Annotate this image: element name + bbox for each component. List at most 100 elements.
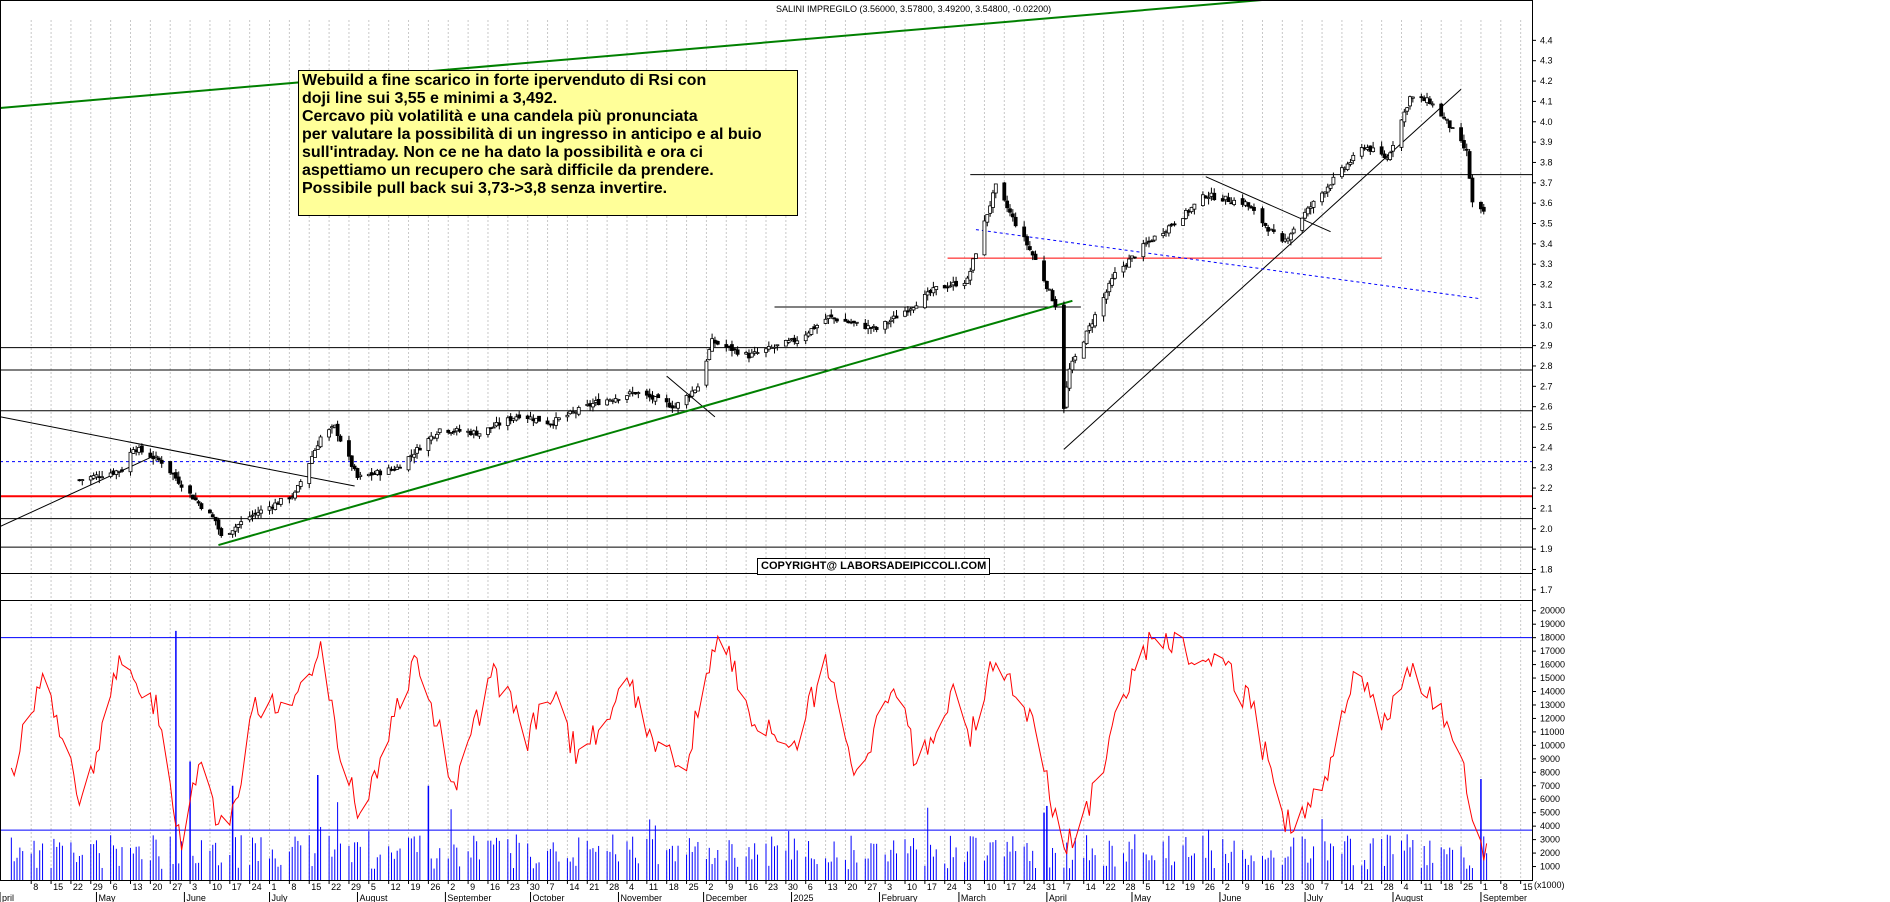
- candle-body: [1252, 206, 1256, 211]
- oscillator-line: [0, 631, 1532, 861]
- candle-body: [437, 428, 442, 433]
- candle-body: [1053, 298, 1058, 308]
- x-tick-label: 13: [133, 882, 143, 892]
- candle-body: [1345, 163, 1350, 170]
- candle-body: [120, 469, 124, 472]
- candle-body: [335, 423, 340, 437]
- candle-body: [653, 396, 658, 402]
- candle-body: [295, 485, 300, 493]
- candle-body: [636, 392, 641, 395]
- candle-body: [108, 472, 113, 478]
- price-y-label: 1.7: [1540, 585, 1553, 595]
- candle-body: [1419, 96, 1424, 99]
- x-tick-label: 22: [73, 882, 83, 892]
- candle-body: [1064, 386, 1069, 408]
- candle-body: [914, 305, 919, 309]
- candle-body: [1271, 229, 1276, 232]
- axes: 8 15 22 29 6 13 20 27 3 10 17 24 1 8 15 22 29 5 12 19 26 2 9 16…: [0, 0, 1565, 902]
- candle-body: [358, 474, 363, 477]
- price-y-label: 1.9: [1540, 544, 1553, 554]
- candle-body: [1399, 119, 1404, 148]
- candle-body: [1067, 368, 1072, 389]
- candle-body: [1322, 191, 1327, 195]
- candle-body: [1359, 147, 1364, 157]
- candle-body: [1013, 216, 1018, 227]
- candle-body: [100, 476, 105, 479]
- x-tick-label: 25: [689, 882, 699, 892]
- candle-body: [625, 395, 629, 400]
- osc-y-label: 14000: [1540, 687, 1565, 697]
- candle-body: [1110, 278, 1115, 286]
- candle-body: [732, 348, 737, 351]
- candle-body: [199, 503, 204, 509]
- candle-body: [80, 479, 85, 481]
- candle-body: [1141, 243, 1146, 258]
- candle-body: [233, 526, 238, 532]
- candle-body: [871, 325, 876, 328]
- candle-body: [1351, 154, 1356, 162]
- osc-y-label: 16000: [1540, 660, 1565, 670]
- support-resistance-lines: [0, 174, 1532, 575]
- candle-body: [1450, 127, 1455, 129]
- candle-body: [168, 461, 173, 474]
- candle-body: [191, 494, 195, 500]
- candle-body: [338, 435, 343, 442]
- candle-body: [795, 340, 800, 344]
- x-tick-label: 30: [530, 882, 540, 892]
- candle-body: [452, 430, 456, 433]
- candle-body: [1201, 194, 1205, 206]
- price-y-label: 2.6: [1540, 402, 1553, 412]
- candle-body: [417, 447, 422, 451]
- chart-header: SALINI IMPREGILO (3.56000, 3.57800, 3.49…: [776, 4, 1051, 14]
- x-tick-label: 28: [1125, 882, 1135, 892]
- x-tick-label: 22: [331, 882, 341, 892]
- price-y-label: 2.5: [1540, 422, 1553, 432]
- candle-body: [412, 453, 417, 458]
- osc-y-label: 9000: [1540, 754, 1560, 764]
- note-line: Webuild a fine scarico in forte ipervend…: [302, 72, 707, 89]
- note-line: Cercavo più volatilità e una candela più…: [302, 108, 698, 125]
- candle-body: [783, 340, 788, 347]
- osc-y-label: 5000: [1540, 808, 1560, 818]
- candle-body: [517, 414, 522, 419]
- x-tick-label: 16: [1264, 882, 1274, 892]
- candle-body: [219, 528, 224, 536]
- price-y-label: 3.4: [1540, 239, 1553, 249]
- candle-body: [968, 270, 973, 281]
- candle-body: [945, 286, 950, 289]
- candle-body: [591, 403, 595, 408]
- price-y-label: 1.8: [1540, 564, 1553, 574]
- month-label: September: [447, 893, 491, 902]
- candle-body: [1172, 223, 1177, 226]
- trendline: [0, 416, 355, 487]
- candle-body: [1132, 256, 1137, 259]
- x-tick-label: 15: [53, 882, 63, 892]
- x-tick-label: 30: [788, 882, 798, 892]
- candle-body: [392, 468, 397, 471]
- candlesticks: [77, 92, 1486, 538]
- candle-body: [1388, 152, 1393, 160]
- x-tick-label: 2: [708, 882, 713, 892]
- candle-body: [664, 398, 669, 403]
- x-tick-label: 12: [1165, 882, 1175, 892]
- candle-body: [1212, 192, 1217, 201]
- x-tick-label: 7: [550, 882, 555, 892]
- candle-body: [676, 402, 680, 409]
- candle-body: [565, 414, 570, 418]
- candle-body: [406, 456, 411, 471]
- candle-body: [545, 420, 550, 425]
- candle-body: [457, 429, 462, 432]
- candle-body: [1280, 233, 1285, 242]
- candle-body: [1084, 330, 1089, 345]
- candle-body: [148, 452, 153, 458]
- candle-body: [313, 450, 317, 458]
- candle-body: [1470, 177, 1475, 203]
- candle-body: [1459, 127, 1463, 142]
- candle-body: [823, 318, 828, 324]
- x-tick-label: 27: [172, 882, 182, 892]
- candle-body: [386, 467, 391, 475]
- dotted-trendline: [975, 229, 1482, 300]
- candle-body: [216, 519, 221, 530]
- candle-body: [307, 463, 312, 484]
